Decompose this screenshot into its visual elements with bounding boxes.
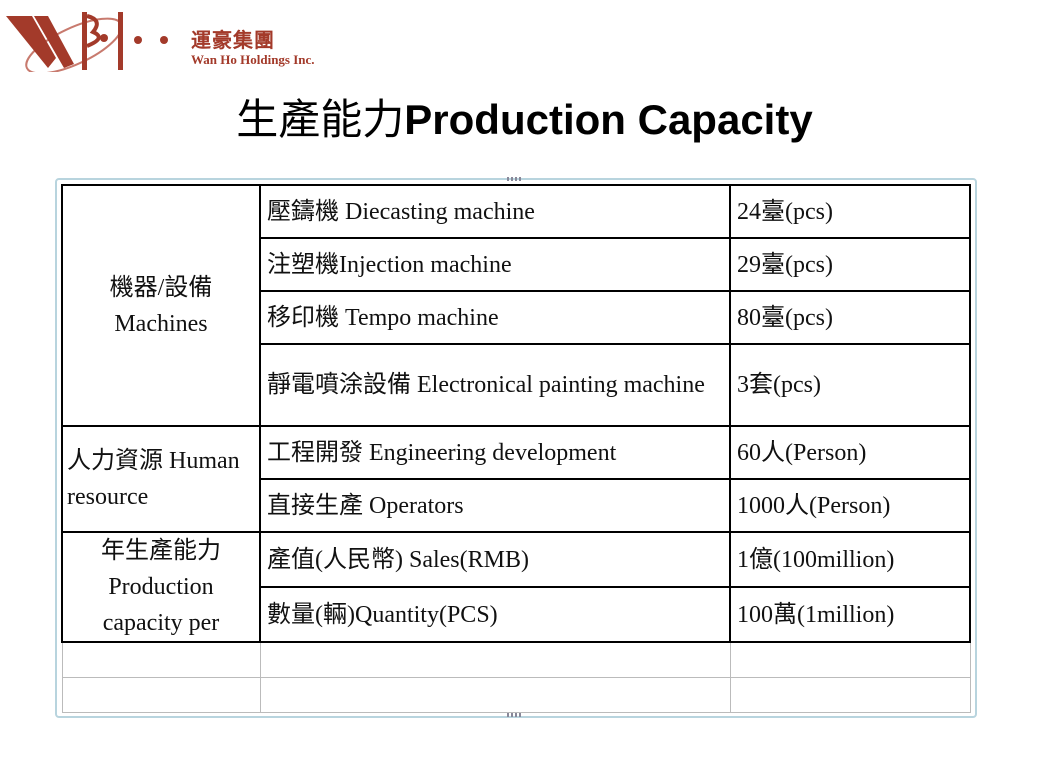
title-chinese: 生產能力 bbox=[236, 98, 405, 144]
value-cell[interactable]: 24臺(pcs) bbox=[729, 184, 971, 239]
table-row: 年生產能力 Production capacity per 產值(人民幣) Sa… bbox=[61, 531, 971, 643]
resize-handle-top[interactable] bbox=[507, 177, 521, 181]
value-cell[interactable]: 29臺(pcs) bbox=[729, 237, 971, 292]
capacity-table[interactable]: 機器/設備 Machines 壓鑄機 Diecasting machine 24… bbox=[61, 184, 971, 713]
group-label-human-resource[interactable]: 人力資源 Human resource bbox=[61, 425, 261, 533]
empty-cell[interactable] bbox=[729, 677, 971, 713]
table-row: 人力資源 Human resource 工程開發 Engineering dev… bbox=[61, 425, 971, 533]
value-cell[interactable]: 3套(pcs) bbox=[729, 343, 971, 427]
logo-english-name: Wan Ho Holdings Inc. bbox=[191, 52, 315, 67]
title-english: Production Capacity bbox=[404, 96, 813, 143]
empty-row bbox=[61, 641, 971, 678]
table-row: 靜電噴涂設備 Electronical painting machine 3套(… bbox=[62, 343, 971, 427]
empty-cell[interactable] bbox=[729, 641, 971, 678]
company-logo: 運豪集團 Wan Ho Holdings Inc. bbox=[4, 6, 334, 75]
group-label-production-capacity[interactable]: 年生產能力 Production capacity per bbox=[61, 531, 261, 643]
value-cell[interactable]: 80臺(pcs) bbox=[729, 290, 971, 345]
empty-row bbox=[61, 677, 971, 713]
item-cell[interactable]: 靜電噴涂設備 Electronical painting machine bbox=[259, 343, 731, 427]
value-cell[interactable]: 1億(100million) bbox=[729, 531, 971, 588]
table-row: 移印機 Tempo machine 80臺(pcs) bbox=[62, 290, 971, 345]
item-cell[interactable]: 直接生產 Operators bbox=[259, 478, 731, 533]
table-row: 數量(輛)Quantity(PCS) 100萬(1million) bbox=[62, 586, 971, 643]
logo-chinese-name: 運豪集團 bbox=[191, 30, 275, 52]
empty-cell[interactable] bbox=[61, 677, 261, 713]
value-cell[interactable]: 100萬(1million) bbox=[729, 586, 971, 643]
table-row: 注塑機Injection machine 29臺(pcs) bbox=[62, 237, 971, 292]
slide-title: 生產能力Production Capacity bbox=[0, 86, 1049, 147]
value-cell[interactable]: 1000人(Person) bbox=[729, 478, 971, 533]
empty-cell[interactable] bbox=[259, 641, 731, 678]
item-cell[interactable]: 數量(輛)Quantity(PCS) bbox=[259, 586, 731, 643]
wh-logo-mark bbox=[6, 12, 168, 75]
empty-cell[interactable] bbox=[61, 641, 261, 678]
item-cell[interactable]: 移印機 Tempo machine bbox=[259, 290, 731, 345]
empty-cell[interactable] bbox=[259, 677, 731, 713]
item-cell[interactable]: 工程開發 Engineering development bbox=[259, 425, 731, 480]
item-cell[interactable]: 產值(人民幣) Sales(RMB) bbox=[259, 531, 731, 588]
table-row: 直接生產 Operators 1000人(Person) bbox=[62, 478, 971, 533]
value-cell[interactable]: 60人(Person) bbox=[729, 425, 971, 480]
item-cell[interactable]: 注塑機Injection machine bbox=[259, 237, 731, 292]
table-row: 機器/設備 Machines 壓鑄機 Diecasting machine 24… bbox=[61, 184, 971, 427]
item-cell[interactable]: 壓鑄機 Diecasting machine bbox=[259, 184, 731, 239]
resize-handle-bottom[interactable] bbox=[507, 713, 521, 717]
group-label-machines[interactable]: 機器/設備 Machines bbox=[61, 184, 261, 427]
